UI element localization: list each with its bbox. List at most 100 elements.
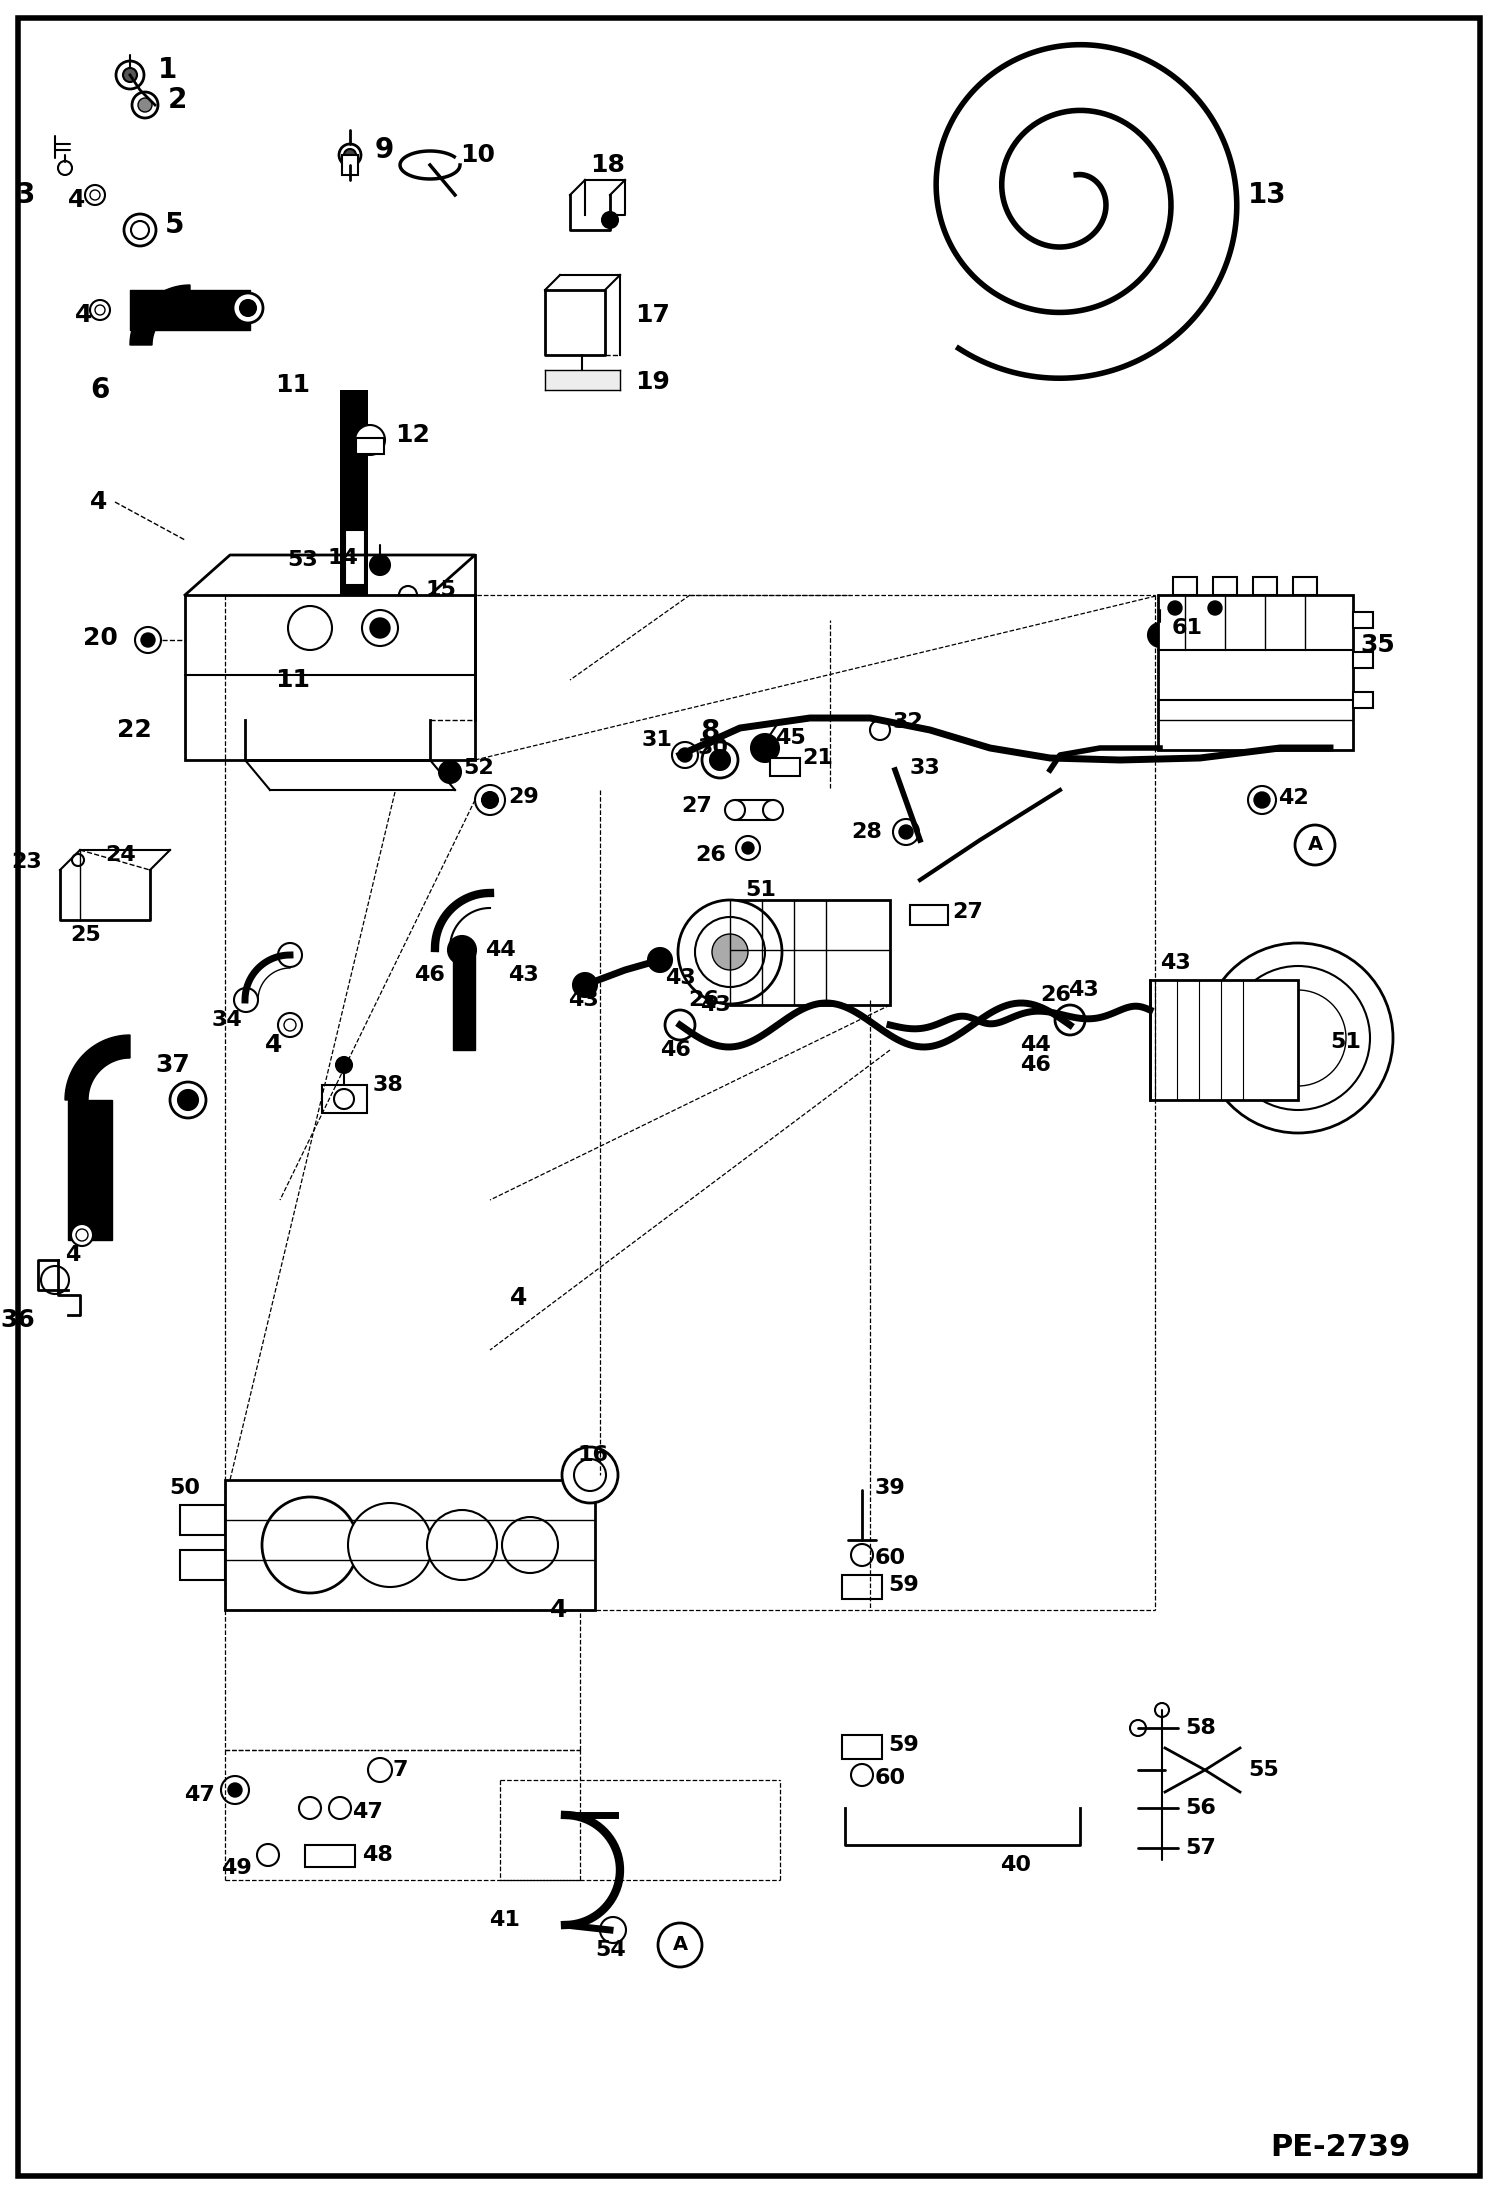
- Bar: [842, 1735, 882, 1760]
- Text: 45: 45: [774, 728, 806, 748]
- Text: 55: 55: [1248, 1760, 1279, 1779]
- Bar: [357, 439, 383, 454]
- Bar: [342, 156, 358, 176]
- Circle shape: [502, 1516, 557, 1573]
- Circle shape: [334, 1088, 354, 1108]
- Text: 31: 31: [641, 731, 673, 750]
- Polygon shape: [67, 1099, 112, 1240]
- Bar: [1150, 981, 1297, 1099]
- Circle shape: [258, 1843, 279, 1867]
- Circle shape: [1254, 792, 1270, 807]
- Bar: [180, 1549, 225, 1580]
- Circle shape: [475, 785, 505, 814]
- Text: 50: 50: [169, 1479, 201, 1499]
- Text: 56: 56: [1185, 1799, 1216, 1819]
- Text: 54: 54: [595, 1939, 626, 1959]
- Text: 59: 59: [888, 1735, 918, 1755]
- Bar: [345, 531, 366, 586]
- Circle shape: [123, 68, 136, 81]
- Circle shape: [1249, 989, 1347, 1086]
- Circle shape: [1155, 1703, 1168, 1718]
- Text: 41: 41: [490, 1911, 520, 1931]
- Circle shape: [363, 610, 398, 645]
- Circle shape: [339, 145, 361, 167]
- Text: 10: 10: [460, 143, 494, 167]
- Bar: [1173, 577, 1197, 595]
- Circle shape: [240, 301, 256, 316]
- Circle shape: [169, 1082, 207, 1119]
- Text: 59: 59: [888, 1575, 918, 1595]
- Text: 4: 4: [265, 1033, 283, 1058]
- Bar: [225, 1481, 595, 1610]
- Circle shape: [893, 818, 918, 845]
- Text: 47: 47: [352, 1801, 383, 1821]
- Text: 35: 35: [1360, 634, 1395, 656]
- Circle shape: [370, 555, 389, 575]
- Circle shape: [673, 742, 698, 768]
- Circle shape: [710, 750, 730, 770]
- Text: 4: 4: [550, 1597, 568, 1621]
- Bar: [1293, 577, 1317, 595]
- Circle shape: [695, 917, 765, 987]
- Bar: [184, 595, 475, 759]
- Text: 61: 61: [1171, 619, 1203, 638]
- Text: 44: 44: [485, 939, 515, 961]
- Circle shape: [665, 1009, 695, 1040]
- Polygon shape: [130, 285, 190, 344]
- Circle shape: [90, 301, 109, 320]
- Circle shape: [279, 1014, 303, 1038]
- Text: 23: 23: [12, 851, 42, 871]
- Circle shape: [725, 801, 745, 821]
- Text: 7: 7: [392, 1760, 409, 1779]
- Text: 24: 24: [105, 845, 136, 864]
- Bar: [1353, 652, 1374, 667]
- Circle shape: [1225, 965, 1371, 1110]
- Polygon shape: [64, 1036, 130, 1099]
- Text: 11: 11: [276, 373, 310, 397]
- Bar: [1158, 595, 1353, 750]
- Text: 29: 29: [508, 788, 539, 807]
- Text: 13: 13: [1248, 180, 1287, 208]
- Text: 37: 37: [154, 1053, 190, 1077]
- Circle shape: [1203, 943, 1393, 1132]
- Text: 51: 51: [1330, 1031, 1360, 1051]
- Circle shape: [345, 149, 357, 160]
- Text: 19: 19: [635, 371, 670, 395]
- Text: 49: 49: [222, 1858, 252, 1878]
- Text: 12: 12: [395, 423, 430, 448]
- Text: A: A: [1308, 836, 1323, 853]
- Circle shape: [601, 1918, 626, 1944]
- Text: 43: 43: [1068, 981, 1098, 1000]
- Circle shape: [398, 586, 416, 603]
- Circle shape: [736, 836, 759, 860]
- Text: 26: 26: [695, 845, 727, 864]
- Circle shape: [40, 1266, 69, 1294]
- Circle shape: [178, 1090, 198, 1110]
- Circle shape: [138, 99, 151, 112]
- Circle shape: [1248, 785, 1276, 814]
- Text: 11: 11: [276, 667, 310, 691]
- Text: PE-2739: PE-2739: [1270, 2133, 1411, 2163]
- Text: 34: 34: [211, 1009, 243, 1029]
- Circle shape: [679, 748, 692, 761]
- Text: 18: 18: [590, 154, 625, 178]
- Text: 3: 3: [15, 180, 34, 208]
- Circle shape: [141, 634, 154, 647]
- Text: A: A: [673, 1935, 688, 1955]
- Text: 1: 1: [157, 57, 177, 83]
- Text: 27: 27: [953, 902, 983, 921]
- Circle shape: [369, 1757, 392, 1782]
- Text: 52: 52: [463, 757, 494, 779]
- Polygon shape: [340, 391, 369, 731]
- Circle shape: [899, 825, 912, 838]
- Text: 43: 43: [508, 965, 539, 985]
- Bar: [736, 801, 773, 821]
- Text: 17: 17: [635, 303, 670, 327]
- Circle shape: [1055, 1005, 1085, 1036]
- Circle shape: [70, 1224, 93, 1246]
- Circle shape: [124, 215, 156, 246]
- Text: 43: 43: [700, 996, 731, 1016]
- Text: 46: 46: [661, 1040, 691, 1060]
- Circle shape: [85, 184, 105, 204]
- Text: 6: 6: [90, 375, 109, 404]
